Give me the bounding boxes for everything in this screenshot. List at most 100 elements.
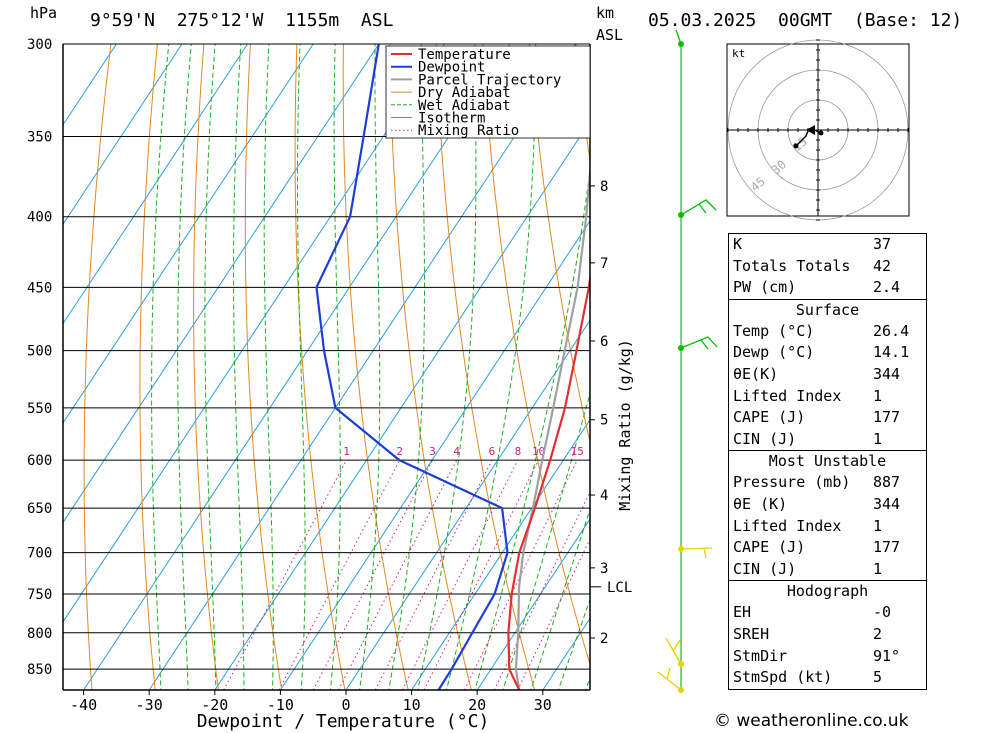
index-key: Totals Totals: [733, 256, 851, 275]
wind-barb: [657, 667, 682, 691]
isotherm-line: [63, 44, 445, 623]
datetime-title: 05.03.2025 00GMT (Base: 12): [648, 10, 963, 31]
hodograph-point: [818, 130, 824, 136]
pressure-tick-label: 450: [27, 280, 52, 296]
asl-unit-label: ASL: [596, 26, 624, 44]
index-key: Temp (°C): [733, 321, 815, 340]
index-value: 344: [873, 494, 901, 513]
isotherm-line: [279, 220, 590, 690]
hodograph-unit-label: kt: [732, 47, 745, 60]
pressure-unit-label: hPa: [30, 4, 58, 22]
mixing-ratio-line: [402, 459, 519, 690]
km-tick-label: 6: [600, 334, 608, 350]
index-key: K: [733, 235, 743, 253]
isotherm-line: [345, 319, 590, 690]
wet-adiabat-line: [297, 44, 306, 690]
index-row: StmDir 91°: [729, 646, 926, 668]
wind-barb: [680, 547, 713, 559]
isotherm-line: [63, 44, 248, 325]
index-key: StmDir: [733, 646, 788, 665]
index-key: CIN (J): [733, 429, 797, 448]
wet-adiabat-line: [530, 507, 590, 690]
index-row: Lifted Index 1: [729, 516, 926, 538]
index-value: 37: [873, 235, 892, 253]
pressure-tick-label: 300: [27, 37, 52, 53]
index-value: 1: [873, 516, 883, 535]
mixing-ratio-line: [517, 537, 590, 690]
isotherm-line: [214, 120, 590, 690]
pressure-tick-label: 550: [27, 401, 52, 417]
index-row: EH -0: [729, 602, 926, 624]
hodograph-point: [793, 143, 799, 149]
temperature-line: [507, 271, 590, 690]
km-tick-label: 2: [600, 631, 608, 647]
index-key: Dewp (°C): [733, 343, 815, 362]
wet-adiabat-line: [445, 44, 537, 690]
index-value: 887: [873, 473, 901, 492]
isotherm-line: [63, 44, 314, 424]
x-tick-label: 30: [534, 696, 552, 714]
dry-adiabat-line: [83, 44, 112, 690]
km-tick-label: 8: [600, 179, 608, 195]
wet-adiabat-line: [177, 44, 192, 690]
index-key: CIN (J): [733, 559, 797, 578]
index-key: θE (K): [733, 494, 788, 513]
lcl-label: LCL: [607, 580, 632, 596]
wet-adiabat-line: [388, 44, 425, 690]
dry-adiabat-line: [948, 44, 1000, 690]
index-row: StmSpd (kt) 5: [729, 667, 926, 689]
mixing-ratio-line: [464, 459, 578, 690]
dry-adiabat-line: [139, 44, 158, 690]
most-unstable-section: Most Unstable Pressure (mb) 887 θE (K) 344…: [729, 450, 926, 580]
index-row: Totals Totals 42: [729, 256, 926, 278]
dry-adiabat-line: [294, 44, 346, 690]
index-row: CIN (J) 1: [729, 429, 926, 451]
wet-adiabat-line: [232, 44, 245, 690]
index-value: 26.4: [873, 321, 910, 340]
legend-label: Temperature: [418, 47, 511, 63]
isotherm-line: [148, 44, 576, 690]
location-title: 9°59'N 275°12'W 1155m ASL: [90, 10, 394, 31]
index-value: 5: [873, 668, 883, 687]
index-value: 2.4: [873, 278, 901, 297]
pressure-tick-label: 600: [27, 453, 52, 469]
credit-link[interactable]: © weatheronline.co.uk: [714, 711, 909, 731]
hodograph-section: Hodograph EH -0 SREH 2 StmDir 91° StmSpd (k…: [729, 580, 926, 688]
index-key: θE(K): [733, 364, 779, 383]
index-key: Pressure (mb): [733, 473, 851, 492]
index-key: Lifted Index: [733, 516, 842, 535]
index-row: PW (cm) 2.4: [729, 277, 926, 299]
legend-label: Mixing Ratio: [418, 123, 519, 139]
wet-adiabat-line: [151, 44, 170, 690]
legend-label: Parcel Trajectory: [418, 72, 561, 88]
isotherm-line: [63, 44, 183, 226]
km-tick-label: 3: [600, 561, 608, 577]
x-tick-label: -20: [201, 696, 228, 714]
index-value: 14.1: [873, 343, 910, 362]
index-key: PW (cm): [733, 278, 797, 297]
index-row: θE(K) 344: [729, 364, 926, 386]
pressure-tick-label: 650: [27, 501, 52, 517]
index-row: Pressure (mb) 887: [729, 472, 926, 494]
wet-adiabat-line: [263, 44, 274, 690]
mixing-ratio-label: 6: [489, 445, 496, 458]
x-tick-label: -30: [136, 696, 163, 714]
x-tick-label: -40: [70, 696, 97, 714]
pressure-tick-label: 700: [27, 546, 52, 562]
mixing-ratio-label: 4: [453, 445, 460, 458]
storm-motion-icon: [806, 125, 815, 135]
km-unit-label: km: [596, 4, 615, 22]
isotherm-line: [83, 44, 511, 690]
x-tick-label: 0: [341, 696, 350, 714]
isotherm-line: [476, 518, 590, 690]
index-row: Temp (°C) 26.4: [729, 321, 926, 343]
wet-adiabat-line: [417, 44, 477, 690]
index-value: 42: [873, 256, 892, 275]
pressure-tick-label: 800: [27, 626, 52, 642]
wet-adiabat-line: [204, 44, 217, 690]
most-unstable-heading: Most Unstable: [768, 452, 887, 471]
wind-barb: [680, 199, 717, 216]
index-key: EH: [733, 603, 752, 622]
mixing-ratio-label: 1: [343, 445, 350, 458]
